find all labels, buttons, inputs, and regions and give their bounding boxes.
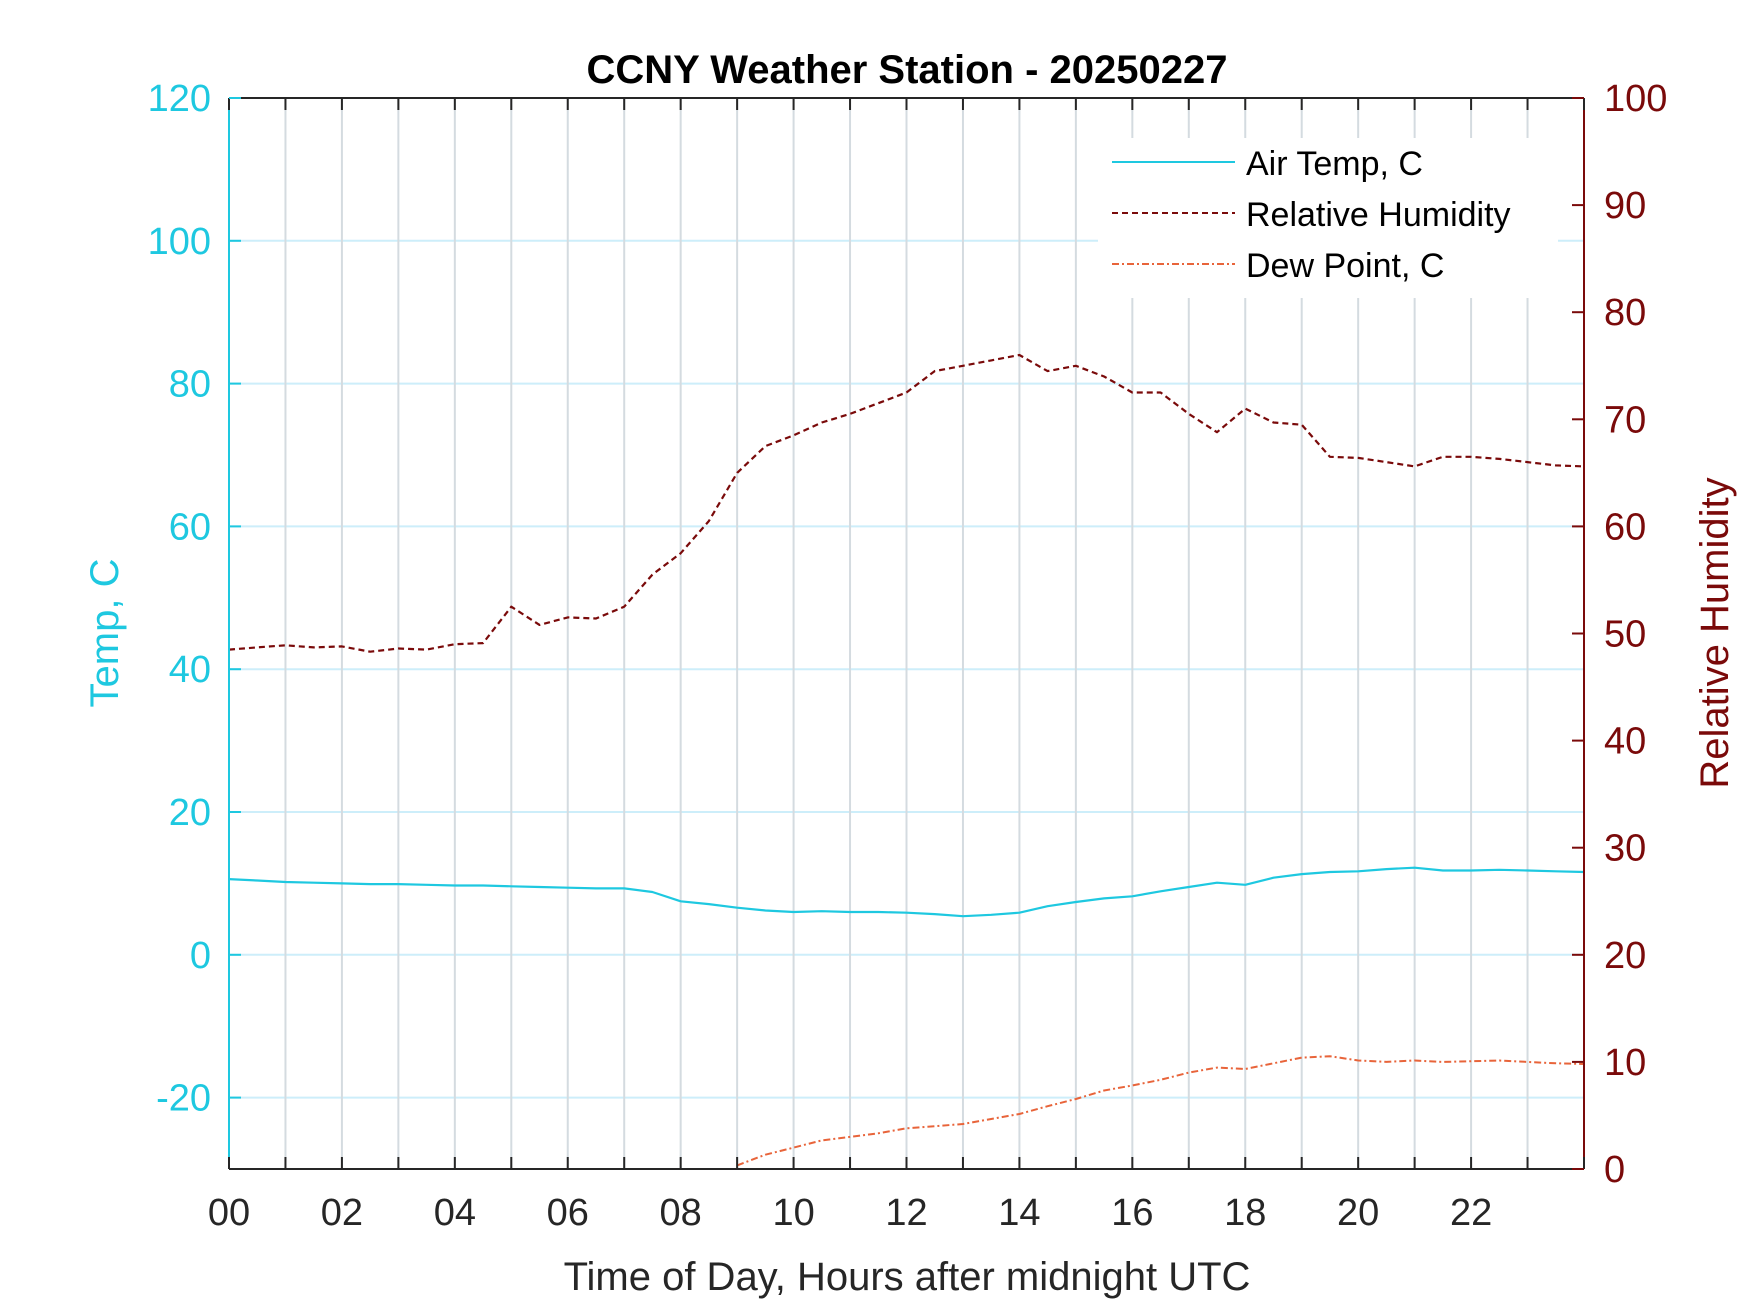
y-right-tick-label: 10: [1604, 1042, 1646, 1084]
legend-label-air-temp: Air Temp, C: [1246, 145, 1423, 183]
legend-label-relative-humidity: Relative Humidity: [1246, 196, 1511, 234]
x-tick-label: 00: [208, 1192, 250, 1234]
y-right-tick-label: 30: [1604, 828, 1646, 870]
x-axis-label: Time of Day, Hours after midnight UTC: [564, 1255, 1251, 1299]
series-air-temp: [228, 866, 1585, 918]
x-tick-label: 22: [1450, 1192, 1492, 1234]
y-right-tick-label: 20: [1604, 935, 1646, 977]
y-left-tick-label: 120: [148, 78, 211, 120]
x-tick-label: 18: [1224, 1192, 1266, 1234]
series-relative-humidity: [228, 353, 1585, 653]
y-right-tick-label: 70: [1604, 399, 1646, 441]
x-tick-label: 14: [998, 1192, 1040, 1234]
y-axis-right-label: Relative Humidity: [1693, 477, 1737, 788]
y-axis-left-label: Temp, C: [83, 559, 127, 708]
legend-label-dew-point: Dew Point, C: [1246, 247, 1444, 285]
legend-box: [1098, 138, 1558, 298]
y-right-tick-label: 0: [1604, 1149, 1625, 1191]
y-left-tick-label: 40: [169, 649, 211, 691]
grid: [229, 97, 1584, 1169]
axes: 00 02 04 06 08 10 12 14 16 18 20 22-200204060801001…: [148, 78, 1668, 1234]
y-left-tick-label: 100: [148, 221, 211, 263]
y-right-tick-label: 90: [1604, 185, 1646, 227]
x-tick-label: 10: [772, 1192, 814, 1234]
x-tick-label: 12: [885, 1192, 927, 1234]
x-tick-label: 06: [547, 1192, 589, 1234]
x-tick-label: 08: [660, 1192, 702, 1234]
y-left-tick-label: -20: [156, 1078, 211, 1120]
y-right-tick-label: 50: [1604, 614, 1646, 656]
series-dew-point: [736, 1055, 1585, 1167]
series-layer: [228, 353, 1585, 1167]
y-right-tick-label: 60: [1604, 506, 1646, 548]
x-tick-label: 16: [1111, 1192, 1153, 1234]
chart-title: CCNY Weather Station - 20250227: [587, 48, 1228, 92]
y-left-tick-label: 60: [169, 506, 211, 548]
y-left-tick-label: 80: [169, 364, 211, 406]
legend: Air Temp, C Relative Humidity Dew Point,…: [1098, 138, 1558, 298]
y-left-tick-label: 0: [190, 935, 211, 977]
y-right-tick-label: 100: [1604, 78, 1667, 120]
x-tick-label: 20: [1337, 1192, 1379, 1234]
y-right-tick-label: 40: [1604, 721, 1646, 763]
x-tick-label: 02: [321, 1192, 363, 1234]
y-right-tick-label: 80: [1604, 292, 1646, 334]
y-left-tick-label: 20: [169, 792, 211, 834]
x-tick-label: 04: [434, 1192, 476, 1234]
